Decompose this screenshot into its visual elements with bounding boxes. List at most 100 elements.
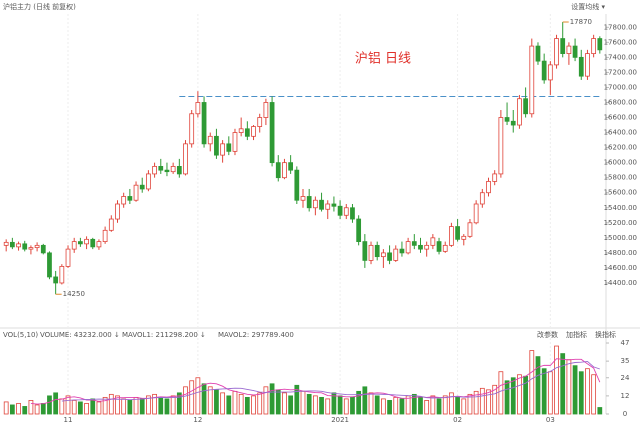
volume-bar bbox=[591, 374, 597, 415]
indicator-value: VOLUME: 43232.000 ↓ bbox=[40, 331, 120, 339]
volume-bar bbox=[108, 393, 114, 415]
volume-bar bbox=[535, 356, 541, 415]
y-tick-label: 17800.00 bbox=[604, 23, 637, 31]
candle-body bbox=[591, 38, 597, 55]
y-tick-label: 17000.00 bbox=[604, 83, 637, 91]
candle-body bbox=[189, 113, 195, 145]
volume-bar bbox=[368, 392, 374, 415]
candle-body bbox=[387, 252, 392, 261]
volume-bar bbox=[282, 392, 287, 415]
candle-body bbox=[257, 117, 263, 127]
volume-bar bbox=[306, 393, 312, 415]
y-tick-label: 15000.00 bbox=[604, 234, 637, 242]
ma-line bbox=[61, 360, 600, 402]
candle-body bbox=[78, 241, 83, 245]
candle-body bbox=[164, 169, 170, 173]
candle-body bbox=[146, 173, 151, 190]
volume-bar bbox=[251, 395, 256, 415]
candle-body bbox=[337, 205, 343, 216]
indicator-name: VOL(5,10) bbox=[3, 331, 38, 339]
volume-bar bbox=[578, 371, 584, 415]
candle-body bbox=[9, 241, 15, 248]
y-tick-label: 17200.00 bbox=[604, 68, 637, 76]
candle-body bbox=[362, 241, 368, 261]
candle-body bbox=[34, 244, 40, 249]
candle-body bbox=[84, 238, 89, 245]
candle-body bbox=[578, 56, 584, 77]
candle-body bbox=[121, 196, 127, 205]
indicator-button[interactable]: 加指标 bbox=[566, 330, 587, 339]
volume-bar bbox=[393, 396, 399, 415]
candle-body bbox=[306, 196, 312, 209]
volume-bar bbox=[343, 398, 349, 415]
volume-bar bbox=[257, 392, 263, 415]
y-tick-label: 15600.00 bbox=[604, 189, 637, 197]
annotation: 14250 bbox=[63, 290, 85, 298]
candle-body bbox=[368, 244, 374, 261]
candle-body bbox=[71, 241, 77, 250]
volume-bar bbox=[152, 393, 157, 415]
candle-body bbox=[319, 199, 324, 210]
x-tick-label: 03 bbox=[546, 416, 555, 424]
candle-body bbox=[381, 252, 386, 258]
ma-setting[interactable]: 设置均线 ▾ bbox=[571, 2, 605, 11]
volume-bar bbox=[560, 353, 566, 415]
volume-bar bbox=[71, 400, 77, 415]
y-tick-label: 12 bbox=[621, 392, 630, 400]
candle-body bbox=[275, 162, 281, 179]
volume-bar bbox=[529, 350, 535, 415]
volume-bar bbox=[319, 396, 324, 415]
volume-bar bbox=[139, 398, 145, 415]
candle-body bbox=[251, 126, 256, 137]
candle-body bbox=[560, 38, 566, 55]
candle-body bbox=[492, 173, 498, 182]
indicator-button[interactable]: 改参数 bbox=[537, 330, 558, 339]
candle-body bbox=[479, 192, 485, 205]
candle-body bbox=[455, 226, 460, 240]
volume-bar bbox=[492, 384, 498, 415]
candle-body bbox=[325, 203, 331, 210]
candle-body bbox=[393, 248, 399, 261]
candle-body bbox=[282, 162, 287, 179]
candle-body bbox=[517, 98, 522, 126]
volume-bar bbox=[455, 396, 460, 415]
volume-bar bbox=[374, 395, 380, 415]
candle-body bbox=[176, 165, 182, 175]
candle-body bbox=[90, 238, 96, 248]
candle-body bbox=[47, 252, 52, 278]
candle-body bbox=[467, 222, 473, 237]
volume-bar bbox=[554, 345, 559, 415]
volume-bar bbox=[300, 390, 306, 415]
candle-body bbox=[115, 203, 120, 220]
y-tick-label: 16800.00 bbox=[604, 98, 637, 106]
candle-body bbox=[201, 102, 207, 145]
candle-body bbox=[547, 64, 553, 81]
candle-body bbox=[183, 143, 188, 175]
volume-bar bbox=[9, 404, 15, 415]
volume-bar bbox=[170, 395, 176, 415]
volume-bar bbox=[486, 389, 491, 415]
candle-body bbox=[53, 276, 59, 284]
candle-body bbox=[40, 244, 46, 254]
candle-body bbox=[158, 165, 164, 171]
volume-bar bbox=[572, 365, 578, 415]
volume-bar bbox=[510, 377, 516, 415]
y-tick-label: 16600.00 bbox=[604, 114, 637, 122]
volume-bar bbox=[442, 395, 448, 415]
y-tick-label: 14600.00 bbox=[604, 264, 637, 272]
y-tick-label: 47 bbox=[621, 339, 630, 347]
y-tick-label: 35 bbox=[621, 357, 630, 365]
page-title: 沪铝主力 (日线 前复权) bbox=[3, 2, 76, 11]
volume-bar bbox=[288, 395, 294, 415]
volume-bar bbox=[541, 368, 547, 415]
indicator-button[interactable]: 换指标 bbox=[595, 330, 616, 339]
candle-body bbox=[214, 135, 219, 156]
volume-bar bbox=[220, 392, 225, 415]
candle-body bbox=[597, 38, 603, 51]
volume-bar bbox=[275, 389, 281, 415]
candle-body bbox=[108, 218, 114, 231]
volume-bar bbox=[47, 395, 52, 415]
volume-bar bbox=[337, 395, 343, 415]
volume-bar bbox=[498, 371, 504, 415]
candle-body bbox=[585, 53, 590, 77]
